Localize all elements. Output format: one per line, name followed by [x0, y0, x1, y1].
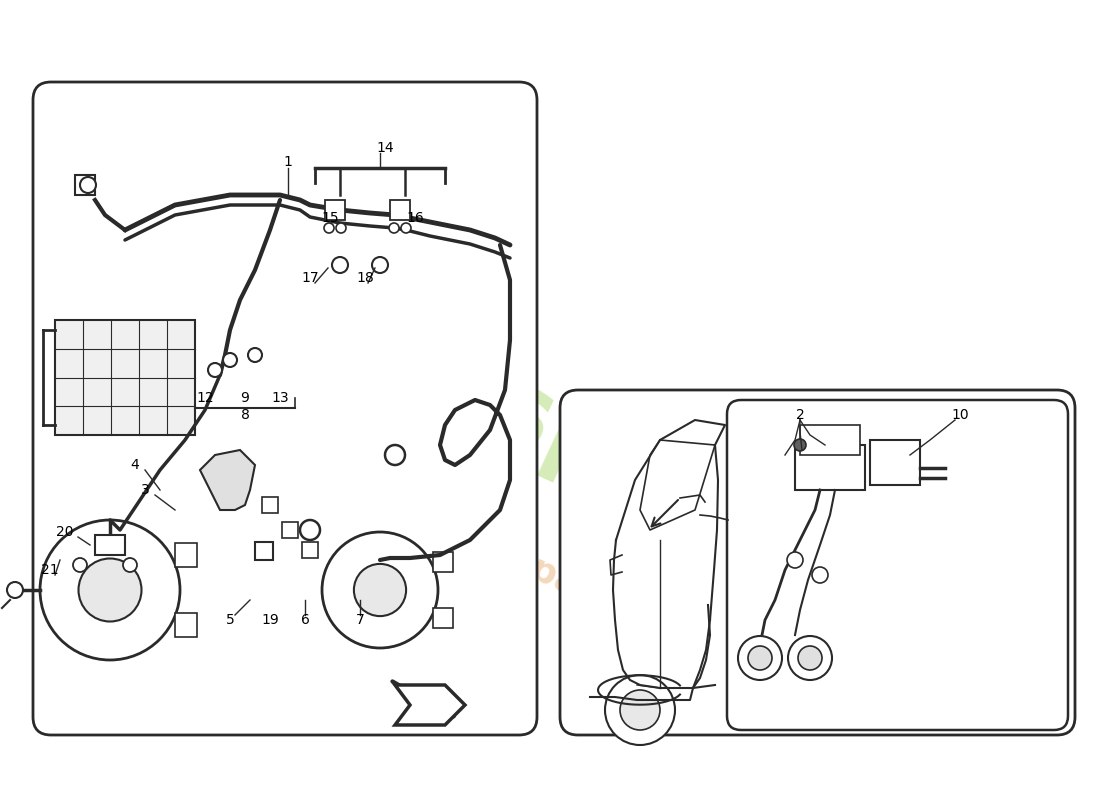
Polygon shape	[395, 685, 465, 725]
Text: 9: 9	[241, 391, 250, 405]
Circle shape	[786, 552, 803, 568]
Circle shape	[300, 520, 320, 540]
Circle shape	[7, 582, 23, 598]
Bar	[175, 613, 197, 637]
Circle shape	[389, 223, 399, 233]
FancyBboxPatch shape	[560, 390, 1075, 735]
Bar	[95, 535, 125, 555]
Text: 14: 14	[376, 141, 394, 155]
Circle shape	[385, 445, 405, 465]
Text: 2: 2	[795, 408, 804, 422]
Circle shape	[208, 363, 222, 377]
Circle shape	[798, 646, 822, 670]
Bar	[795, 445, 865, 490]
Bar	[433, 552, 453, 572]
Text: 21: 21	[41, 563, 58, 577]
Bar	[55, 320, 195, 435]
Bar	[433, 608, 453, 628]
Text: 15: 15	[321, 211, 339, 225]
Circle shape	[248, 348, 262, 362]
Text: 19: 19	[261, 613, 279, 627]
Text: 18: 18	[356, 271, 374, 285]
Circle shape	[812, 567, 828, 583]
Bar	[324, 200, 345, 220]
Text: 5: 5	[226, 613, 234, 627]
Bar	[262, 497, 278, 513]
Circle shape	[605, 675, 675, 745]
Text: 6: 6	[300, 613, 309, 627]
Bar	[800, 425, 860, 455]
Text: 3: 3	[141, 483, 150, 497]
Circle shape	[223, 353, 236, 367]
Circle shape	[73, 558, 87, 572]
Circle shape	[738, 636, 782, 680]
Text: 1: 1	[284, 155, 293, 169]
Text: 16: 16	[406, 211, 424, 225]
Circle shape	[336, 223, 346, 233]
Text: 4: 4	[131, 458, 140, 472]
Text: 20: 20	[56, 525, 74, 539]
FancyBboxPatch shape	[33, 82, 537, 735]
Circle shape	[40, 520, 180, 660]
Circle shape	[322, 532, 438, 648]
Circle shape	[78, 558, 142, 622]
Text: 12: 12	[196, 391, 213, 405]
Bar	[302, 542, 318, 558]
Circle shape	[123, 558, 138, 572]
Text: 10: 10	[952, 408, 969, 422]
Text: 13: 13	[272, 391, 289, 405]
Circle shape	[620, 690, 660, 730]
Circle shape	[748, 646, 772, 670]
Text: 7: 7	[355, 613, 364, 627]
Bar	[390, 200, 410, 220]
Circle shape	[794, 439, 806, 451]
Text: a passion for parts since 1985: a passion for parts since 1985	[274, 434, 846, 726]
Bar	[75, 175, 95, 195]
Bar	[282, 522, 298, 538]
Text: eurospares: eurospares	[243, 253, 857, 607]
Circle shape	[372, 257, 388, 273]
Polygon shape	[200, 450, 255, 510]
Text: 8: 8	[241, 408, 250, 422]
Circle shape	[80, 177, 96, 193]
Bar	[870, 440, 920, 485]
Circle shape	[354, 564, 406, 616]
Circle shape	[788, 636, 832, 680]
Circle shape	[332, 257, 348, 273]
Text: 17: 17	[301, 271, 319, 285]
Circle shape	[324, 223, 334, 233]
FancyBboxPatch shape	[727, 400, 1068, 730]
Circle shape	[402, 223, 411, 233]
Bar	[175, 543, 197, 567]
Bar	[255, 542, 273, 560]
